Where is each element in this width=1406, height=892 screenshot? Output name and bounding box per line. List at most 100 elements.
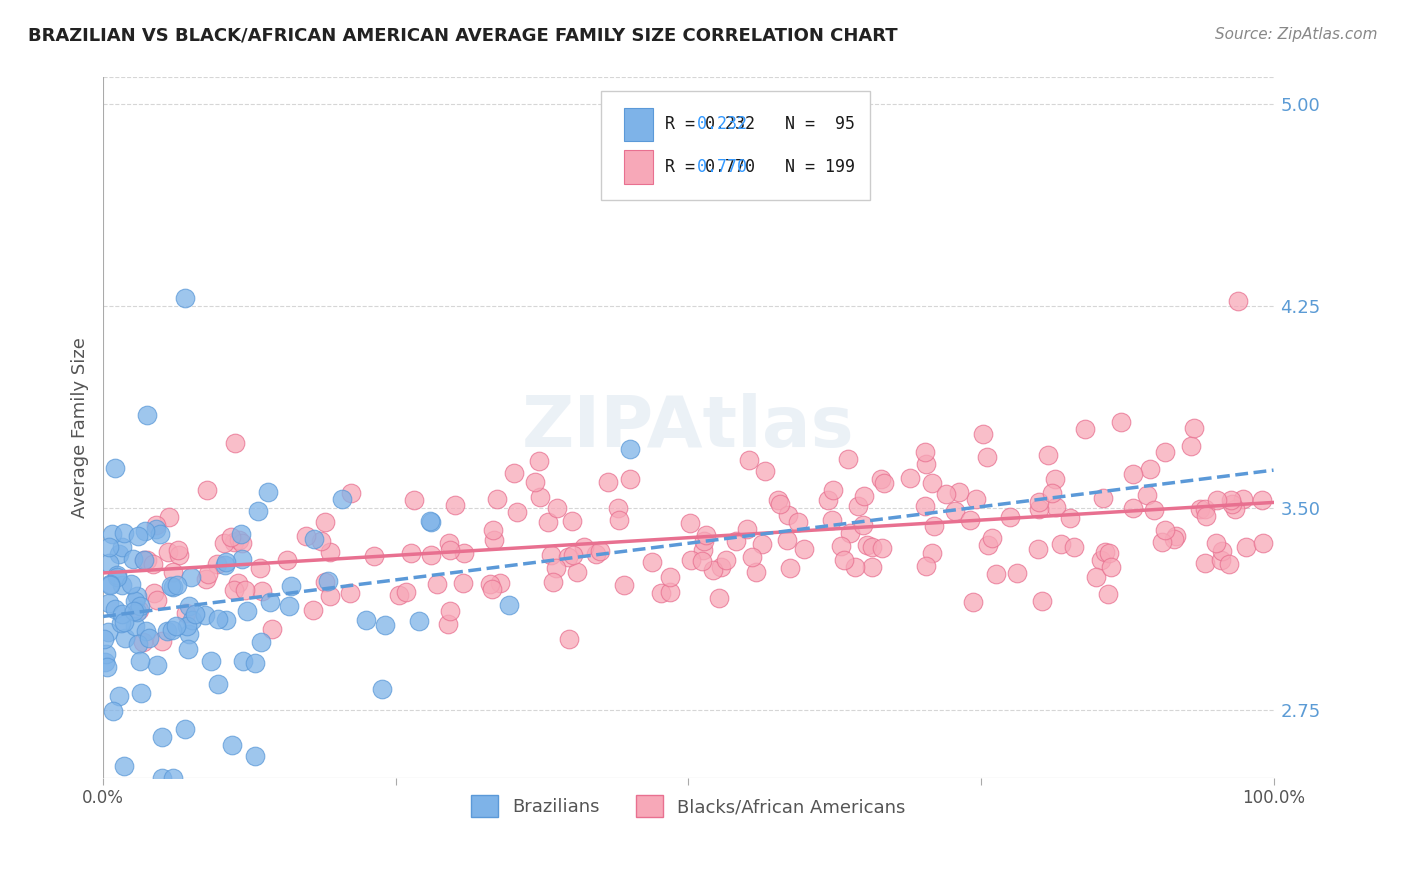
- Text: Source: ZipAtlas.com: Source: ZipAtlas.com: [1215, 27, 1378, 42]
- Point: [1063, 540, 1085, 554]
- Point: [1232, 492, 1254, 507]
- Point: [1194, 502, 1216, 516]
- Point: [318, 544, 340, 558]
- Point: [136, 408, 159, 422]
- Point: [98, 578, 121, 592]
- Point: [914, 500, 936, 514]
- Point: [146, 658, 169, 673]
- Point: [943, 504, 966, 518]
- Point: [1122, 467, 1144, 481]
- Point: [692, 543, 714, 558]
- Point: [231, 527, 253, 541]
- Text: 0.232: 0.232: [676, 115, 747, 134]
- Point: [314, 575, 336, 590]
- Point: [856, 538, 879, 552]
- Point: [374, 618, 396, 632]
- Point: [523, 475, 546, 489]
- Point: [132, 635, 155, 649]
- Point: [176, 619, 198, 633]
- Point: [695, 528, 717, 542]
- Point: [236, 603, 259, 617]
- Point: [105, 568, 128, 582]
- Point: [529, 491, 551, 505]
- Point: [127, 605, 149, 619]
- Point: [921, 476, 943, 491]
- Point: [1150, 535, 1173, 549]
- Point: [873, 475, 896, 490]
- Point: [136, 553, 159, 567]
- Point: [150, 634, 173, 648]
- Point: [619, 472, 641, 486]
- Point: [245, 749, 267, 764]
- Point: [692, 534, 714, 549]
- Point: [751, 537, 773, 551]
- Point: [316, 574, 339, 588]
- Point: [921, 546, 943, 560]
- Point: [363, 549, 385, 564]
- Point: [108, 689, 131, 703]
- Legend: Brazilians, Blacks/African Americans: Brazilians, Blacks/African Americans: [464, 788, 912, 824]
- Point: [98, 540, 121, 554]
- Point: [558, 632, 581, 646]
- Point: [439, 543, 461, 558]
- Point: [166, 578, 188, 592]
- Point: [1194, 556, 1216, 570]
- Point: [114, 631, 136, 645]
- Point: [259, 595, 281, 609]
- Point: [962, 595, 984, 609]
- Point: [1043, 472, 1066, 486]
- Point: [546, 561, 568, 575]
- Point: [679, 516, 702, 530]
- Point: [231, 536, 253, 550]
- Point: [1122, 501, 1144, 516]
- Point: [111, 540, 134, 554]
- Point: [101, 527, 124, 541]
- Point: [1099, 560, 1122, 574]
- Point: [127, 637, 149, 651]
- Point: [998, 510, 1021, 524]
- Point: [572, 540, 595, 554]
- Point: [852, 518, 875, 533]
- Point: [1251, 493, 1274, 508]
- Point: [935, 486, 957, 500]
- Point: [93, 632, 115, 646]
- Point: [205, 557, 228, 571]
- Point: [215, 613, 238, 627]
- Point: [922, 518, 945, 533]
- Point: [162, 771, 184, 785]
- Point: [707, 591, 730, 605]
- Point: [735, 522, 758, 536]
- Text: 0.770: 0.770: [676, 158, 747, 176]
- Point: [741, 549, 763, 564]
- Point: [354, 613, 377, 627]
- Point: [793, 542, 815, 557]
- Point: [309, 533, 332, 548]
- Point: [214, 558, 236, 573]
- Point: [177, 599, 200, 614]
- Point: [690, 554, 713, 568]
- Point: [1143, 503, 1166, 517]
- Point: [112, 526, 135, 541]
- Point: [779, 560, 801, 574]
- Point: [224, 583, 246, 598]
- FancyBboxPatch shape: [600, 92, 870, 200]
- Point: [388, 588, 411, 602]
- Point: [1209, 553, 1232, 567]
- Point: [156, 544, 179, 558]
- Point: [1227, 293, 1250, 308]
- Point: [830, 539, 852, 553]
- Point: [844, 560, 866, 574]
- Point: [1028, 495, 1050, 509]
- Point: [1154, 445, 1177, 459]
- Point: [112, 615, 135, 630]
- Point: [314, 515, 336, 529]
- Point: [898, 471, 921, 485]
- Point: [1225, 502, 1247, 516]
- Point: [1036, 448, 1059, 462]
- Point: [437, 536, 460, 550]
- Point: [775, 533, 797, 548]
- Point: [681, 553, 703, 567]
- Point: [607, 513, 630, 527]
- Point: [101, 704, 124, 718]
- Point: [174, 607, 197, 621]
